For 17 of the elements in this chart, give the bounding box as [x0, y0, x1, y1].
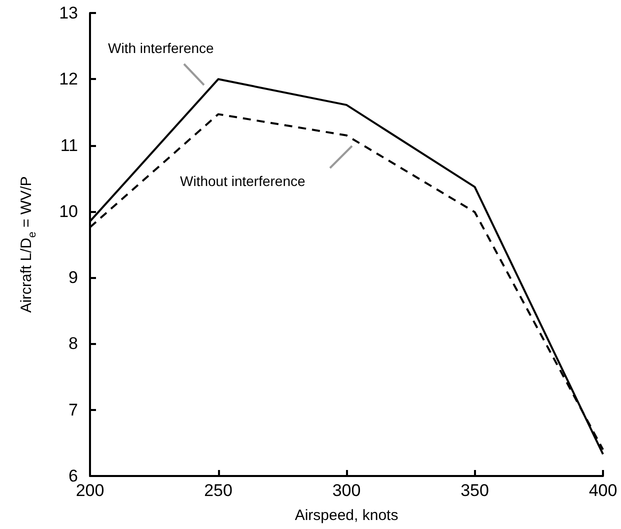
x-tick-label: 400	[588, 481, 618, 500]
y-tick-label: 6	[68, 466, 78, 486]
x-axis-title: Airspeed, knots	[294, 507, 398, 524]
y-tick-label: 10	[59, 202, 78, 221]
x-tick-label: 250	[204, 481, 232, 500]
y-tick-label: 8	[68, 334, 78, 354]
annotation: With interference	[108, 40, 214, 56]
x-tick-label: 350	[460, 481, 489, 500]
y-tick-label: 12	[59, 70, 78, 89]
y-tick-label: 9	[68, 268, 78, 288]
y-tick-label: 7	[68, 400, 78, 420]
x-tick-label: 200	[76, 481, 104, 500]
y-tick-label: 11	[60, 136, 78, 155]
x-tick-label: 300	[332, 481, 361, 500]
y-tick-label: 13	[59, 4, 78, 22]
y-axis-title: Aircraft L/De = WV/P	[18, 176, 38, 313]
annotation: Without interference	[180, 173, 306, 189]
